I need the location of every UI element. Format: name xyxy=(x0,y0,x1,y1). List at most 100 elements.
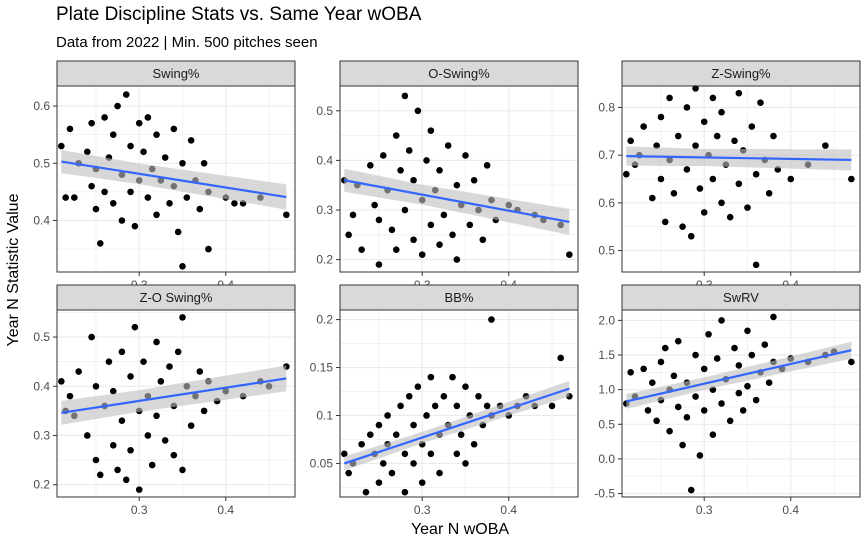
data-point xyxy=(427,450,435,458)
data-point xyxy=(83,432,91,439)
y-tick-label: 0.2 xyxy=(33,478,50,492)
data-point xyxy=(358,246,365,253)
x-axis-title: Year N wOBA xyxy=(410,521,510,538)
data-point xyxy=(735,389,743,397)
data-point xyxy=(627,369,634,376)
y-tick-label: 0.6 xyxy=(33,99,50,113)
data-point xyxy=(375,261,383,268)
data-point xyxy=(144,114,152,121)
data-point xyxy=(349,211,357,219)
data-point xyxy=(765,379,773,387)
y-tick-label: 2.0 xyxy=(598,313,615,327)
data-point xyxy=(83,148,91,156)
data-point xyxy=(157,378,165,385)
data-point xyxy=(822,142,829,149)
data-point xyxy=(58,142,65,150)
data-point xyxy=(705,330,712,338)
data-point xyxy=(109,131,117,138)
data-point xyxy=(401,92,409,100)
data-point xyxy=(410,460,417,467)
data-point xyxy=(700,365,708,373)
data-point xyxy=(161,154,169,161)
data-point xyxy=(462,152,469,159)
data-point xyxy=(674,132,682,140)
data-point xyxy=(88,333,95,341)
data-point xyxy=(427,373,435,381)
data-point xyxy=(401,450,409,458)
data-point xyxy=(449,231,456,239)
data-point xyxy=(127,446,134,454)
data-point xyxy=(131,323,139,331)
trend-line xyxy=(344,179,570,223)
data-point xyxy=(71,194,78,201)
data-point xyxy=(423,157,430,164)
data-point xyxy=(657,358,665,366)
data-point xyxy=(770,132,777,140)
data-point xyxy=(744,327,751,335)
data-point xyxy=(109,387,117,395)
data-point xyxy=(748,351,756,359)
y-tick-label: 1.0 xyxy=(598,383,615,397)
data-point xyxy=(427,127,435,134)
data-point xyxy=(653,417,660,425)
y-tick-label: 0.6 xyxy=(598,196,615,210)
x-tick-label: 0.4 xyxy=(782,503,799,517)
data-point xyxy=(392,431,400,438)
data-point xyxy=(470,176,478,184)
data-point xyxy=(440,211,448,219)
data-point xyxy=(153,338,160,346)
data-point xyxy=(410,236,417,244)
data-point xyxy=(696,185,704,192)
data-point xyxy=(200,159,208,167)
data-point xyxy=(144,432,152,439)
y-tick-label: 0.5 xyxy=(316,104,333,118)
trend-line xyxy=(343,387,570,465)
facet-strip xyxy=(56,60,296,87)
data-point xyxy=(196,368,204,375)
chart-title: Plate Discipline Stats vs. Same Year wOB… xyxy=(56,4,422,25)
data-point xyxy=(744,382,751,390)
data-point xyxy=(140,148,147,156)
data-point xyxy=(657,113,665,121)
data-point xyxy=(653,142,660,149)
data-point xyxy=(283,211,290,219)
data-point xyxy=(744,204,751,211)
data-point xyxy=(170,451,178,459)
data-point xyxy=(397,402,404,410)
data-point xyxy=(679,441,686,449)
data-point xyxy=(105,358,113,365)
data-point xyxy=(692,393,699,400)
trend-line xyxy=(626,155,852,162)
data-point xyxy=(700,209,708,216)
data-point xyxy=(687,232,695,240)
panel-swrv: SwRV 0.3 0.4 -0.5 0.0 0.5 1.0 1.5 2.0 xyxy=(594,284,861,517)
data-point xyxy=(718,400,725,407)
data-point xyxy=(648,379,656,387)
data-point xyxy=(488,316,495,323)
data-point xyxy=(483,162,491,169)
data-point xyxy=(127,188,134,196)
data-point xyxy=(170,125,178,133)
data-point xyxy=(752,396,760,404)
y-tick-label: 0.4 xyxy=(316,153,333,167)
panel-z-o-swing-: Z-O Swing% 0.3 0.4 0.2 0.3 0.4 0.5 xyxy=(33,284,296,517)
data-point xyxy=(748,123,756,130)
data-point xyxy=(713,132,721,140)
y-tick-label: 0.3 xyxy=(316,203,333,217)
data-point xyxy=(144,194,152,201)
data-point xyxy=(739,407,747,414)
panel-o-swing-: O-Swing%0.30.40.20.30.40.5 xyxy=(316,60,579,292)
data-point xyxy=(453,256,461,263)
y-tick-label: 0.4 xyxy=(33,213,50,227)
y-tick-label: 0.7 xyxy=(598,148,615,162)
data-point xyxy=(566,251,573,258)
data-point xyxy=(375,216,383,224)
data-point xyxy=(384,412,391,419)
data-point xyxy=(153,211,160,219)
data-point xyxy=(375,421,383,429)
data-point xyxy=(414,107,422,115)
facet-strip xyxy=(339,284,579,311)
data-point xyxy=(140,358,147,365)
panel-background xyxy=(622,310,860,497)
data-point xyxy=(726,213,734,221)
